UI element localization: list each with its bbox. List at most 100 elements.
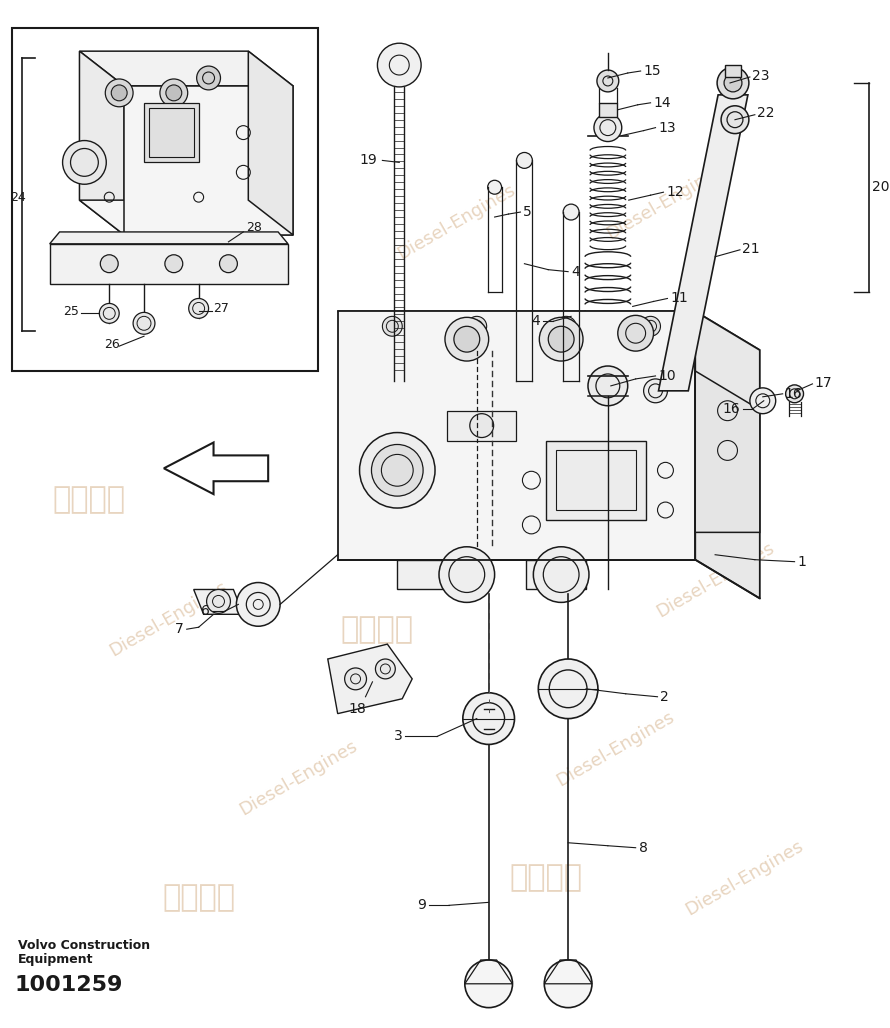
Bar (546, 441, 645, 520)
Circle shape (597, 70, 619, 91)
Circle shape (360, 433, 435, 508)
Polygon shape (328, 645, 412, 713)
Circle shape (165, 255, 182, 272)
Circle shape (105, 79, 134, 107)
Text: 19: 19 (360, 153, 377, 168)
Text: 21: 21 (742, 242, 759, 256)
Circle shape (445, 318, 489, 361)
Polygon shape (79, 200, 293, 235)
Polygon shape (50, 232, 288, 244)
Text: 18: 18 (349, 702, 367, 715)
Circle shape (166, 85, 182, 101)
Circle shape (62, 141, 106, 184)
Circle shape (516, 152, 532, 169)
Text: Diesel-Engines: Diesel-Engines (653, 539, 777, 621)
Circle shape (641, 317, 660, 336)
Circle shape (750, 388, 776, 413)
Circle shape (588, 366, 627, 406)
Text: 4: 4 (531, 315, 540, 328)
Text: 1001259: 1001259 (15, 975, 124, 995)
Polygon shape (79, 51, 124, 235)
Text: 10: 10 (659, 369, 676, 383)
Text: 4: 4 (571, 264, 580, 279)
Circle shape (467, 317, 487, 336)
Polygon shape (397, 559, 457, 589)
Bar (447, 411, 516, 441)
Circle shape (721, 106, 748, 134)
Text: Diesel-Engines: Diesel-Engines (554, 707, 678, 790)
Polygon shape (79, 51, 293, 86)
Circle shape (383, 317, 402, 336)
Polygon shape (124, 86, 293, 235)
Circle shape (101, 255, 118, 272)
Text: 8: 8 (639, 841, 648, 854)
Circle shape (533, 547, 589, 602)
Circle shape (594, 114, 622, 142)
Polygon shape (194, 589, 243, 615)
Text: 7: 7 (175, 622, 183, 636)
Polygon shape (695, 311, 760, 598)
Circle shape (376, 659, 395, 678)
Bar (12, 29, 318, 371)
Text: 12: 12 (667, 185, 684, 199)
Text: 柴发动力: 柴发动力 (162, 883, 235, 912)
Text: 柴发动力: 柴发动力 (609, 436, 682, 465)
Text: Diesel-Engines: Diesel-Engines (683, 837, 807, 919)
Polygon shape (526, 559, 586, 589)
Circle shape (488, 180, 502, 194)
Circle shape (724, 74, 742, 91)
Circle shape (618, 316, 653, 352)
Circle shape (100, 303, 119, 323)
Text: Equipment: Equipment (18, 953, 93, 966)
Text: 1: 1 (797, 555, 806, 568)
Circle shape (463, 693, 514, 744)
Polygon shape (50, 244, 288, 284)
Text: Volvo Construction: Volvo Construction (18, 940, 150, 952)
Circle shape (220, 255, 238, 272)
Circle shape (344, 668, 367, 690)
Circle shape (563, 205, 579, 220)
Text: 柴发动力: 柴发动力 (341, 615, 414, 644)
Text: 26: 26 (104, 337, 120, 351)
Polygon shape (337, 311, 760, 351)
Bar (144, 103, 198, 162)
Text: Diesel-Engines: Diesel-Engines (117, 81, 241, 163)
Text: 28: 28 (247, 221, 263, 234)
Circle shape (786, 384, 804, 403)
Text: Diesel-Engines: Diesel-Engines (107, 578, 231, 660)
Text: 17: 17 (814, 376, 832, 390)
Text: Diesel-Engines: Diesel-Engines (336, 458, 459, 541)
Text: 25: 25 (63, 305, 79, 318)
Circle shape (206, 589, 231, 614)
Text: 6: 6 (200, 604, 209, 618)
Circle shape (539, 318, 583, 361)
Text: 23: 23 (752, 69, 769, 83)
Text: 16: 16 (722, 402, 740, 415)
Circle shape (643, 379, 668, 403)
Circle shape (237, 583, 280, 626)
Text: 13: 13 (659, 120, 676, 135)
Bar (725, 65, 741, 77)
Polygon shape (337, 311, 695, 559)
Text: Diesel-Engines: Diesel-Engines (603, 161, 728, 244)
Text: Diesel-Engines: Diesel-Engines (236, 737, 360, 819)
Circle shape (111, 85, 127, 101)
Circle shape (454, 326, 480, 353)
Bar (149, 108, 194, 157)
Text: 22: 22 (756, 106, 774, 119)
Text: 2: 2 (660, 690, 669, 704)
Circle shape (538, 659, 598, 719)
Text: 柴发动力: 柴发动力 (53, 485, 125, 515)
Circle shape (439, 547, 495, 602)
Circle shape (465, 960, 513, 1007)
Circle shape (197, 66, 221, 89)
Polygon shape (659, 95, 748, 391)
Text: 5: 5 (523, 205, 532, 219)
Text: 14: 14 (653, 96, 671, 110)
Circle shape (160, 79, 188, 107)
Circle shape (470, 413, 494, 438)
Text: 16: 16 (785, 387, 803, 401)
Text: 24: 24 (10, 190, 26, 204)
Text: 11: 11 (670, 292, 688, 305)
Circle shape (545, 960, 592, 1007)
